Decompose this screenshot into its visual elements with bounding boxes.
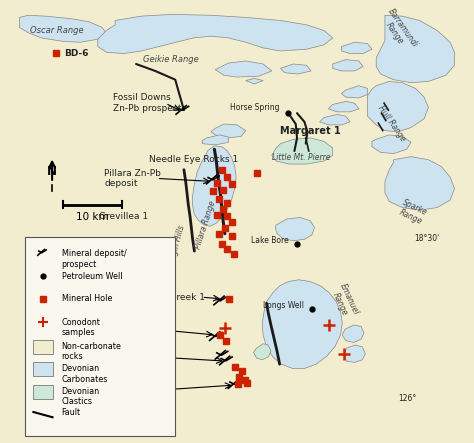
Polygon shape [333, 60, 363, 71]
Polygon shape [319, 114, 350, 125]
Text: Cadjebut/Kapok
Zn-Pb deposits: Cadjebut/Kapok Zn-Pb deposits [104, 381, 176, 400]
Polygon shape [281, 64, 311, 74]
Text: Goongewa
Zn-Pb deposit: Goongewa Zn-Pb deposit [103, 320, 165, 339]
Text: Fault: Fault [62, 408, 81, 416]
Text: Longs Well: Longs Well [264, 301, 304, 311]
Polygon shape [385, 157, 455, 210]
Polygon shape [341, 42, 372, 54]
Text: Grevillea 1: Grevillea 1 [99, 212, 148, 221]
Text: Devonian
Clastics: Devonian Clastics [62, 387, 100, 406]
Text: Pillara Zn-Pb
deposit: Pillara Zn-Pb deposit [104, 169, 161, 188]
Bar [33, 362, 53, 377]
Polygon shape [275, 218, 314, 241]
Text: Hull Range: Hull Range [376, 104, 407, 143]
Text: Conodont
samples: Conodont samples [62, 318, 100, 338]
Text: Oscar Range: Oscar Range [30, 26, 83, 35]
Polygon shape [342, 325, 364, 342]
Text: N: N [47, 165, 57, 179]
Text: Pillara Range: Pillara Range [194, 200, 218, 250]
Polygon shape [262, 280, 342, 369]
Text: Geikie Range: Geikie Range [143, 55, 199, 64]
Polygon shape [372, 135, 411, 154]
Polygon shape [246, 78, 263, 84]
Text: Virgin Hills: Virgin Hills [167, 224, 187, 266]
Text: Non-carbonate
rocks: Non-carbonate rocks [62, 342, 121, 361]
Polygon shape [192, 146, 236, 226]
Polygon shape [215, 61, 272, 77]
Text: Horse Spring: Horse Spring [230, 103, 280, 112]
Polygon shape [254, 344, 271, 360]
Text: Petroleum Well: Petroleum Well [62, 272, 122, 281]
Text: Emanuel
Range: Emanuel Range [329, 282, 361, 321]
Polygon shape [376, 15, 455, 83]
Polygon shape [211, 124, 246, 138]
Text: Mineral deposit/
prospect: Mineral deposit/ prospect [62, 249, 127, 269]
Polygon shape [202, 135, 228, 145]
Text: Fossil Downs
Zn-Pb prospect: Fossil Downs Zn-Pb prospect [113, 93, 182, 113]
Text: Gap Creek 1: Gap Creek 1 [149, 293, 205, 302]
Text: BD-6: BD-6 [64, 49, 89, 58]
Text: Mineral Hole: Mineral Hole [62, 295, 112, 303]
Bar [33, 385, 53, 399]
Text: 18°30': 18°30' [414, 233, 439, 242]
Text: Margaret 1: Margaret 1 [280, 125, 340, 136]
Text: Lake Bore: Lake Bore [251, 236, 288, 245]
Polygon shape [98, 15, 333, 54]
Text: Devonian
Carbonates: Devonian Carbonates [62, 364, 108, 384]
Polygon shape [341, 86, 367, 98]
Bar [25, 237, 175, 436]
Polygon shape [19, 15, 107, 42]
Text: 10 km: 10 km [76, 212, 109, 222]
Polygon shape [367, 82, 428, 132]
Polygon shape [328, 101, 359, 112]
Text: Little Mt. Pierre: Little Mt. Pierre [272, 153, 331, 163]
Text: Sparke
Range: Sparke Range [397, 198, 429, 226]
Text: Barramundi
Range: Barramundi Range [378, 7, 419, 54]
Bar [33, 340, 53, 354]
Text: Kutarta Zn-Pb
prospect: Kutarta Zn-Pb prospect [101, 347, 164, 366]
Text: Needle Eye Rocks 1: Needle Eye Rocks 1 [149, 155, 238, 164]
Polygon shape [272, 138, 333, 164]
Polygon shape [344, 345, 365, 362]
Text: 126°: 126° [399, 394, 417, 404]
